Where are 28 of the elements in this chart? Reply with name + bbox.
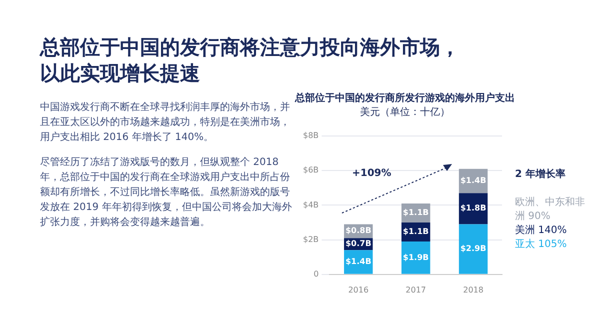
text: 亚太 105%: [515, 238, 568, 252]
text: 尽管经历了冻结了游戏版号的数月，但纵观整个 2018 年，总部位于中国的发行商在全球游戏用户支出中所占份额却有所增长，不过同比增长率略低。虽然新游戏的版号发放在 2019 年年初得到恢复，但中国公司将会加大海外扩张力度，并购将会变得越来越普遍。: [40, 156, 293, 230]
data-label: $0.8B: [345, 226, 372, 236]
y-tick-label: 0: [314, 269, 319, 278]
legend-title: 2 年增长率: [515, 168, 566, 182]
text: 欧洲、中东和非洲 90%: [515, 196, 586, 224]
text: 中国游戏发行商不断在全球寻找利润丰厚的海外市场，并且在亚太区以外的市场越来越成功，特别是在美洲市场，用户支出相比 2016 年增长了 140%。: [40, 100, 291, 145]
y-tick-label: $8B: [302, 131, 319, 140]
text: 总部位于中国的发行商将注意力投向海外市场，以此实现增长提速: [40, 34, 461, 86]
data-label: $1.4B: [460, 176, 486, 186]
text: 美洲 140%: [515, 224, 568, 238]
x-tick-label: 2018: [463, 285, 484, 294]
data-label: $1.1B: [402, 227, 429, 236]
y-tick-label: $2B: [302, 234, 319, 244]
data-label: $1.4B: [345, 257, 372, 266]
bar: [458, 224, 488, 274]
chart-subtitle: 美元（单位：十亿）: [359, 106, 451, 120]
data-label: $2.9B: [460, 244, 486, 254]
data-label: $1.1B: [402, 208, 429, 218]
data-label: $0.7B: [345, 239, 372, 248]
y-tick-label: $4B: [302, 200, 319, 210]
data-label: $1.8B: [460, 204, 486, 213]
x-tick-label: 2017: [406, 285, 426, 294]
x-tick-label: 2016: [348, 285, 369, 294]
data-label: $1.9B: [402, 252, 429, 262]
chart-title: 总部位于中国的发行商所发行游戏的海外用户支出: [294, 92, 516, 106]
y-tick-label: $6B: [302, 166, 319, 175]
annotation: +109%: [352, 168, 392, 179]
